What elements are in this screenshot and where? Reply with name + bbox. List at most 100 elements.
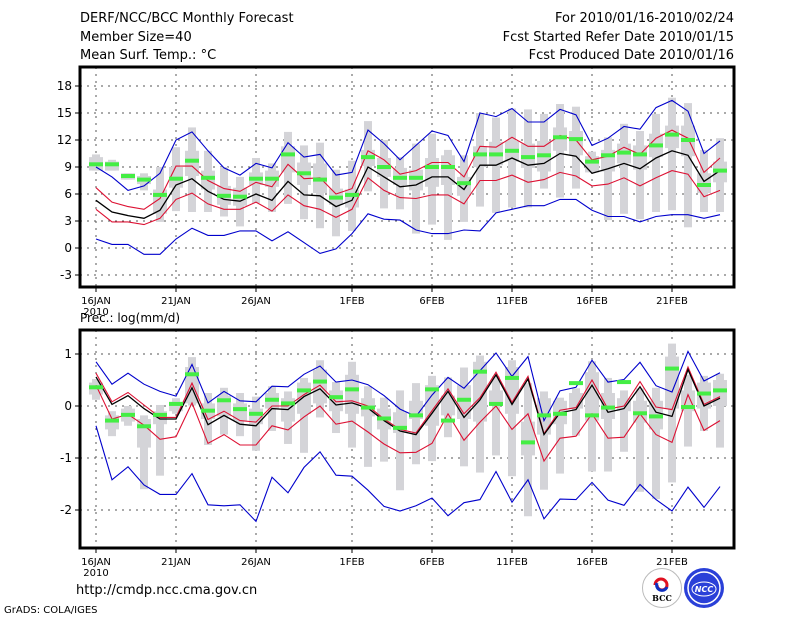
x-year-label: 2010 [83, 307, 108, 318]
observed-marker [201, 408, 215, 413]
spread-whisker-bar [540, 391, 548, 490]
spread-whisker-bar [572, 388, 580, 436]
observed-marker [505, 148, 519, 153]
observed-marker [297, 388, 311, 393]
grads-credit: GrADS: COLA/IGES [4, 605, 98, 616]
x-tick-label: 16FEB [576, 296, 608, 307]
observed-marker [105, 418, 119, 423]
observed-marker [681, 138, 695, 142]
ncc-logo: NCC [684, 568, 724, 608]
spread-whisker-bar [364, 386, 372, 467]
y-tick-label: -3 [60, 268, 72, 282]
observed-marker [121, 412, 135, 417]
observed-marker [377, 165, 391, 169]
x-tick-label: 21JAN [161, 557, 191, 568]
x-tick-label: 11FEB [496, 557, 528, 568]
spread-box [313, 369, 327, 404]
x-tick-label: 21FEB [656, 296, 688, 307]
spread-whisker-bar [156, 404, 164, 476]
spread-box [569, 393, 583, 409]
spread-whisker-bar [652, 387, 660, 500]
spread-whisker-bar [556, 397, 564, 474]
observed-marker [201, 175, 215, 180]
observed-marker [265, 176, 279, 181]
x-tick-label: 21FEB [656, 557, 688, 568]
observed-marker [185, 158, 199, 163]
series-line-min [95, 198, 721, 255]
bcc-logo-text: BCC [652, 593, 672, 603]
precipitation-panel: -2 -1 0 1 16JAN 21JAN 26JAN 1FEB 6FEB 11FEB 16FEB 2… [60, 328, 736, 579]
spread-whisker-bar [268, 163, 276, 212]
y-tick-label: 3 [64, 214, 72, 228]
observed-marker [217, 398, 231, 403]
observed-marker [425, 165, 439, 169]
observed-marker [185, 372, 199, 377]
y-tick-label: -2 [60, 503, 72, 517]
observed-marker [121, 174, 135, 178]
observed-marker [393, 425, 407, 430]
observed-marker [345, 387, 359, 392]
observed-marker [313, 379, 327, 384]
series-line-ensemble-mean [95, 150, 721, 219]
series-line-lower [95, 384, 721, 463]
observed-marker [425, 387, 439, 392]
observed-marker [457, 181, 471, 186]
observed-marker [617, 380, 631, 385]
spread-box [569, 131, 583, 156]
y-tick-label: 9 [64, 160, 72, 174]
spread-whisker-bar [684, 103, 692, 228]
spread-box [137, 419, 151, 448]
observed-marker [457, 397, 471, 402]
spread-box [585, 372, 599, 421]
spread-whisker-bar [412, 383, 420, 465]
observed-marker [681, 405, 695, 410]
series-line-upper [95, 365, 721, 435]
observed-marker [89, 162, 103, 167]
observed-marker [537, 153, 551, 158]
x-tick-label: 26JAN [241, 296, 271, 307]
observed-marker [169, 401, 183, 406]
observed-marker [217, 193, 231, 198]
spread-box [441, 395, 455, 416]
observed-marker [329, 395, 343, 400]
spread-box [505, 367, 519, 414]
bcc-logo: BCC [642, 568, 682, 608]
observed-marker [713, 388, 727, 393]
observed-marker [697, 391, 711, 396]
spread-box [665, 125, 679, 149]
observed-marker [665, 366, 679, 371]
observed-marker [649, 414, 663, 419]
x-tick-label: 6FEB [419, 557, 444, 568]
x-tick-label: 1FEB [339, 296, 364, 307]
observed-marker [265, 397, 279, 402]
spread-whisker-bar [636, 131, 644, 220]
x-tick-label: 16FEB [576, 557, 608, 568]
x-tick-label: 16JAN [81, 296, 111, 307]
spread-box [409, 169, 423, 191]
observed-marker [409, 413, 423, 418]
ncc-logo-text: NCC [695, 585, 714, 594]
temperature-panel: -3 0 3 6 9 12 15 18 16JAN 21JAN 26JAN 1FEB 6FEB 11FEB… [57, 65, 736, 318]
plot-frame [78, 328, 736, 550]
ncc-logo-icon: NCC [687, 571, 721, 605]
x-tick-label: 26JAN [241, 557, 271, 568]
spread-whisker-bar [604, 137, 612, 221]
spread-whisker-bar [620, 390, 628, 452]
observed-marker [601, 153, 615, 158]
y-tick-label: -1 [60, 451, 72, 465]
spread-whisker-bar [300, 377, 308, 453]
bottom-panel-variable: Prec.: log(mm/d) [80, 311, 180, 325]
source-url[interactable]: http://cmdp.ncc.cma.gov.cn [76, 583, 258, 598]
observed-marker [569, 381, 583, 386]
y-tick-label: 12 [57, 133, 72, 147]
observed-marker [153, 412, 167, 417]
spread-whisker-bar [636, 388, 644, 492]
observed-marker [633, 152, 647, 157]
observed-marker [585, 413, 599, 418]
y-tick-label: 0 [64, 399, 72, 413]
observed-marker [137, 424, 151, 429]
observed-marker [521, 155, 535, 160]
spread-box [713, 380, 727, 406]
observed-marker [521, 440, 535, 445]
spread-whisker-bar [492, 376, 500, 456]
